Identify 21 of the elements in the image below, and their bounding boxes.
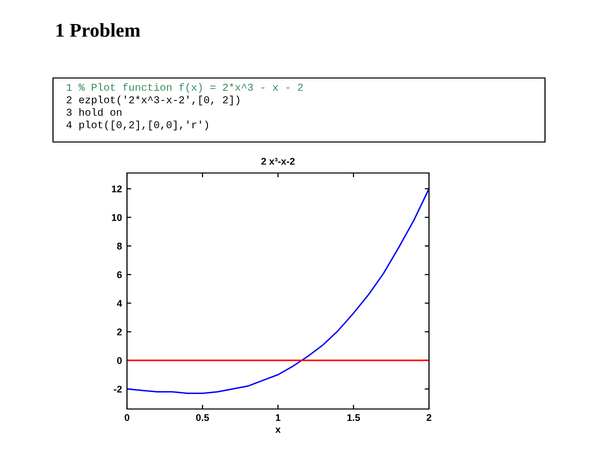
y-tick-label: 8 (117, 242, 122, 250)
x-tick-label: 2 (426, 414, 432, 421)
y-tick-label: 10 (112, 214, 122, 221)
y-tick-label: 0 (117, 357, 122, 364)
y-tick-label: 6 (117, 271, 122, 278)
x-tick-label: 0.5 (196, 414, 209, 421)
x-tick-label: 1.5 (347, 414, 360, 421)
y-tick-label: 4 (116, 300, 122, 307)
y-tick-label: 2 (117, 328, 122, 336)
x-tick-label: 1 (276, 414, 280, 421)
text: 4 plot([0,2],[0,0],'r') (66, 120, 208, 130)
y-tick-label: 12 (112, 185, 122, 192)
chart-title: 2 x³-x-2 (261, 158, 295, 165)
text: 1 % Plot function f(x) = 2*x^3 - x - 2 (66, 83, 303, 93)
text: 1 Problem (56, 23, 140, 37)
x-axis-title: x (275, 428, 281, 433)
text: 3 hold on (66, 108, 122, 116)
x-tick-label: 0 (124, 414, 130, 421)
line-series (127, 188, 429, 394)
text: 2 ezplot('2*x^3-x-2',[0, 2]) (66, 96, 240, 106)
y-tick-label: -2 (114, 386, 122, 392)
